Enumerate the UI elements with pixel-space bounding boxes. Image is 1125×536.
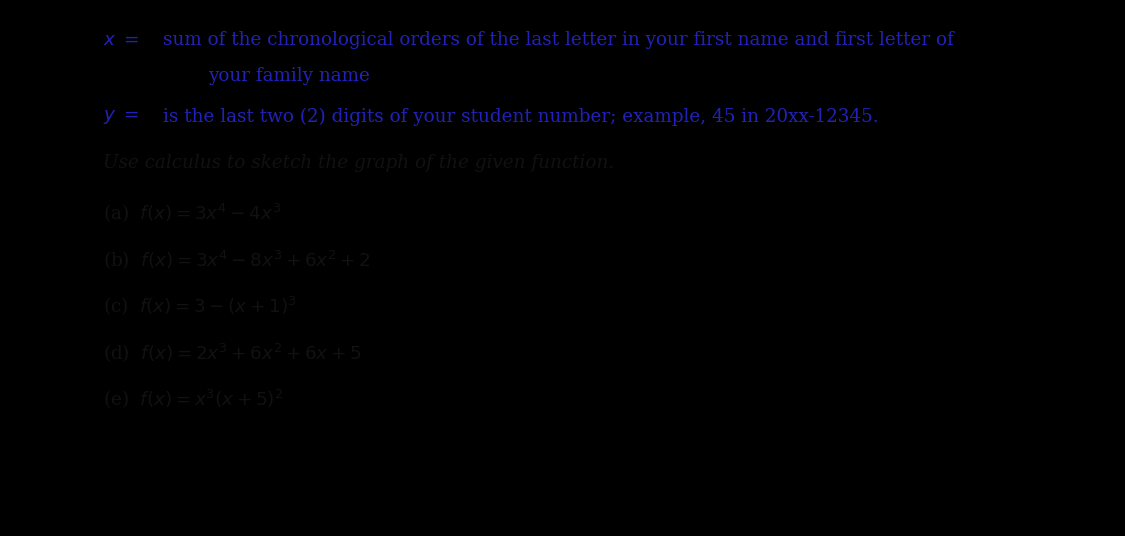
- Text: (d)  $f(x) = 2x^3 + 6x^2 + 6x + 5$: (d) $f(x) = 2x^3 + 6x^2 + 6x + 5$: [102, 341, 361, 364]
- Text: (a)  $f(x) = 3x^4 - 4x^3$: (a) $f(x) = 3x^4 - 4x^3$: [102, 201, 281, 224]
- Text: (b)  $f(x) = 3x^4 - 8x^3 + 6x^2 + 2$: (b) $f(x) = 3x^4 - 8x^3 + 6x^2 + 2$: [102, 248, 370, 271]
- Text: (e)  $f(x) = x^3 (x + 5)^2$: (e) $f(x) = x^3 (x + 5)^2$: [102, 388, 284, 411]
- Text: Use calculus to sketch the graph of the given function.: Use calculus to sketch the graph of the …: [102, 154, 614, 172]
- Text: $x\ =\ $: $x\ =\ $: [102, 31, 140, 49]
- Text: (c)  $f(x) = 3 - (x + 1)^3$: (c) $f(x) = 3 - (x + 1)^3$: [102, 294, 296, 317]
- Text: is the last two (2) digits of your student number; example, 45 in 20xx-12345.: is the last two (2) digits of your stude…: [163, 108, 879, 126]
- Text: sum of the chronological orders of the last letter in your first name and first : sum of the chronological orders of the l…: [163, 31, 954, 49]
- Text: your family name: your family name: [208, 68, 369, 85]
- Text: $y\ =\ $: $y\ =\ $: [102, 108, 140, 125]
